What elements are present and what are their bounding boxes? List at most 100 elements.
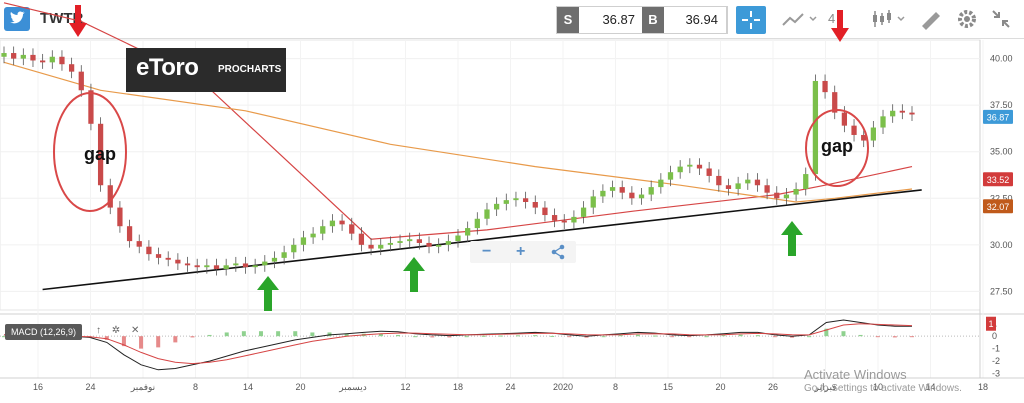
macd-histogram-bar: [738, 334, 743, 337]
candle: [890, 110, 896, 117]
time-tick-label: 14: [243, 382, 253, 392]
candle: [88, 90, 94, 124]
price-badges: 36.87 33.52 32.07: [983, 109, 1013, 214]
macd-histogram-bar: [533, 335, 538, 337]
time-tick-label: 2020: [553, 382, 573, 392]
candle: [687, 164, 693, 167]
macd-indicator-tools: ↑ ✲ ✕: [96, 325, 139, 336]
candle: [49, 56, 55, 63]
candle: [716, 175, 722, 186]
candle: [329, 220, 336, 227]
macd-histogram-bar: [721, 335, 726, 337]
macd-indicator-label[interactable]: MACD (12,26,9): [5, 324, 83, 340]
macd-histogram-bar: [276, 331, 281, 337]
candle: [445, 241, 451, 245]
crosshair-button[interactable]: [736, 6, 766, 34]
candle: [436, 244, 442, 247]
candle: [677, 166, 683, 173]
candle: [600, 190, 606, 197]
pencil-icon: [922, 12, 940, 30]
share-icon[interactable]: [550, 244, 566, 260]
time-axis: 16 24 نوفمبر 8 14 20 ديسمبر 12 18 24 2020 8 15 20 26 فب…: [0, 377, 1024, 393]
macd-tick-label: -1: [992, 344, 1000, 354]
candle: [783, 194, 790, 199]
time-tick-label: 24: [85, 382, 95, 392]
macd-histogram-bar: [772, 336, 777, 338]
macd-histogram-bar: [635, 334, 640, 337]
candle: [291, 244, 297, 253]
move-up-icon[interactable]: ↑: [96, 325, 101, 336]
trendline-layer: [42, 189, 922, 291]
buy-price-box[interactable]: B 36.94: [642, 6, 727, 34]
candle: [426, 242, 432, 247]
close-icon[interactable]: ✕: [130, 325, 140, 336]
moving-average-red: [3, 2, 913, 240]
candle: [1, 53, 7, 57]
macd-tick-label: 0: [992, 331, 997, 341]
windows-activation-watermark: Activate Windows Go to Settings to activ…: [804, 368, 962, 396]
candle: [861, 134, 867, 141]
candle: [97, 123, 104, 186]
twitter-logo-icon: [4, 7, 30, 31]
candle: [281, 252, 287, 258]
candle: [522, 198, 529, 202]
green-arrow-up: [257, 276, 279, 311]
macd-histogram-bar: [567, 336, 572, 338]
macd-histogram-bar: [687, 336, 692, 338]
candle-type-button[interactable]: [870, 8, 910, 30]
draw-tools-button[interactable]: [918, 8, 944, 30]
time-tick-label: 20: [715, 382, 725, 392]
candle: [204, 265, 210, 268]
gear-icon[interactable]: ✲: [111, 325, 121, 336]
time-tick-label: فبراير: [814, 382, 837, 393]
candle: [223, 265, 229, 270]
macd-histogram-bar: [515, 335, 520, 337]
time-tick-label: 12: [400, 382, 410, 392]
etoro-logo: eToro PROCHARTS: [126, 48, 286, 92]
macd-histogram-bar: [156, 336, 161, 348]
candle: [494, 203, 500, 210]
candle: [899, 110, 905, 113]
candle: [59, 56, 65, 65]
candle: [619, 187, 625, 193]
macd-histogram-bar: [224, 332, 229, 337]
candle: [368, 244, 374, 249]
price-tick-label: 40.00: [990, 54, 1013, 64]
candle: [764, 185, 770, 193]
time-tick-label: 15: [663, 382, 673, 392]
zoom-out-button[interactable]: −: [482, 243, 492, 260]
collapse-button[interactable]: [990, 8, 1012, 30]
candle: [832, 92, 838, 113]
chart-type-button[interactable]: [780, 8, 820, 30]
timeframe-button[interactable]: 4: [828, 8, 864, 30]
candle: [880, 116, 886, 128]
macd-histogram-bar: [310, 332, 315, 337]
candle: [609, 187, 616, 191]
candle: [136, 241, 142, 247]
time-tick-label: 14: [925, 382, 935, 392]
green-arrow-up: [403, 257, 425, 292]
price-badge-label: 36.87: [987, 112, 1010, 122]
arrow-shaft: [75, 5, 81, 25]
macd-tick-label: -2: [992, 356, 1000, 366]
macd-histogram-bar: [378, 333, 383, 337]
candle: [252, 265, 258, 268]
time-tick-label: ديسمبر: [338, 382, 366, 393]
gap-circle: [805, 109, 869, 187]
candle: [629, 192, 635, 199]
macd-histogram-bar: [207, 334, 212, 337]
candle: [667, 172, 674, 180]
candle: [20, 54, 26, 59]
candle: [262, 261, 268, 266]
candle: [561, 220, 567, 223]
zoom-control: − +: [470, 241, 576, 263]
price-badge-label: 33.52: [987, 175, 1010, 185]
candle: [300, 237, 307, 245]
settings-button[interactable]: [956, 8, 978, 30]
candle: [194, 265, 200, 268]
macd-histogram-bar: [173, 336, 178, 343]
macd-histogram-bar: [258, 331, 263, 337]
candle: [78, 71, 84, 91]
zoom-in-button[interactable]: +: [516, 243, 526, 260]
